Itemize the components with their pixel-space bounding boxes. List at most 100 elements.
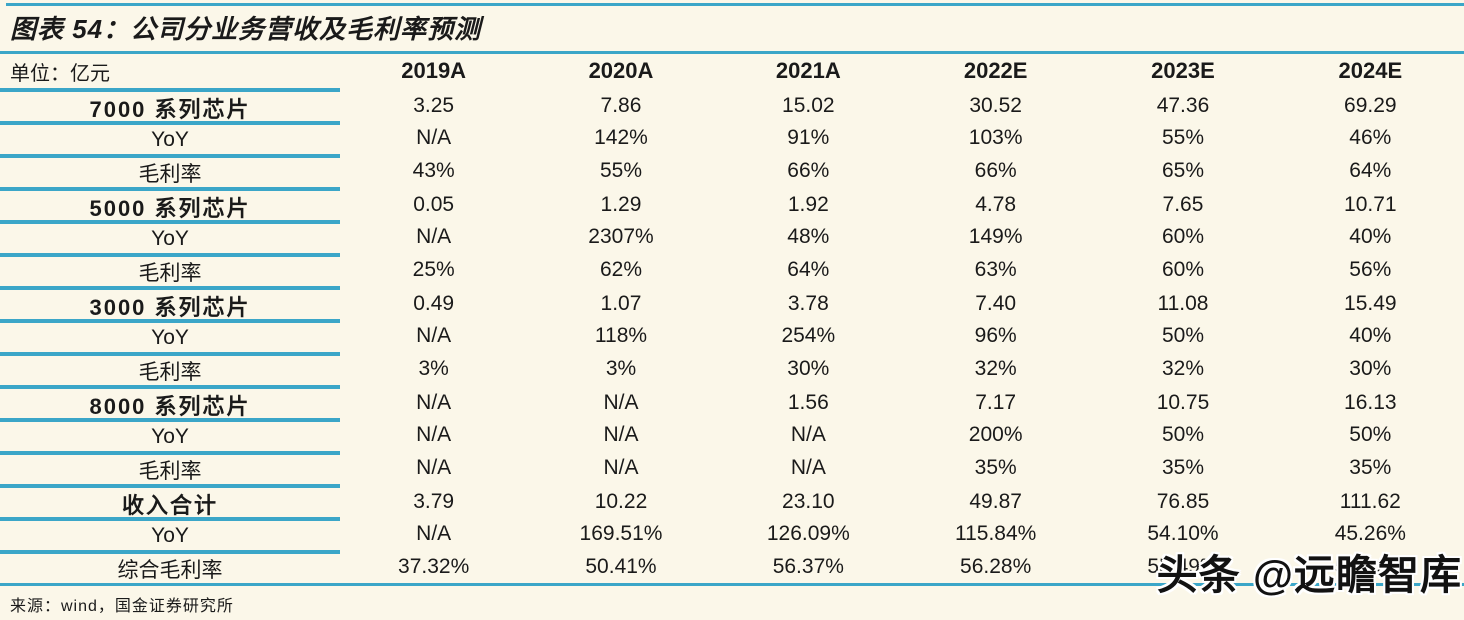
row-label: 3000 系列芯片 — [0, 286, 340, 322]
table-row: 毛利率 3% 3% 30% 32% 32% 30% — [0, 352, 1464, 385]
value-cell: 48% — [787, 224, 830, 248]
value-cell: 54.10% — [1147, 521, 1219, 545]
value-cell: 46% — [1349, 125, 1392, 149]
value-cell: 96% — [974, 323, 1017, 347]
value-cell: 11.08 — [1157, 292, 1209, 315]
unit-label: 单位：亿元 — [10, 62, 110, 85]
value-cell: 1.92 — [787, 193, 829, 216]
row-label: 毛利率 — [0, 352, 340, 386]
column-header: 2019A — [401, 58, 467, 83]
value-cell: 40% — [1349, 323, 1392, 347]
value-cell: N/A — [790, 422, 826, 446]
value-cell: N/A — [416, 521, 452, 545]
value-cell: 7.86 — [600, 94, 642, 117]
value-cell: 1.56 — [787, 391, 829, 414]
value-cell: 142% — [594, 125, 648, 149]
value-cell: 55.49% — [1147, 555, 1219, 578]
value-cell: 69.29 — [1344, 94, 1397, 117]
value-cell: 65% — [1161, 159, 1204, 182]
table-row: 3000 系列芯片 0.49 1.07 3.78 7.40 11.08 15.49 — [0, 286, 1464, 322]
value-cell: 30% — [787, 357, 830, 380]
row-label: 毛利率 — [0, 154, 340, 188]
value-cell: 54.12% — [1334, 555, 1406, 578]
table-row: 8000 系列芯片 N/A N/A 1.56 7.17 10.75 16.13 — [0, 385, 1464, 421]
value-cell: N/A — [416, 224, 452, 248]
value-cell: N/A — [603, 391, 639, 414]
value-cell: 32% — [974, 357, 1017, 380]
value-cell: 4.78 — [975, 193, 1017, 216]
value-cell: 56% — [1349, 258, 1392, 281]
value-cell: 50.41% — [585, 555, 657, 578]
value-cell: 35% — [1161, 456, 1204, 479]
value-cell: 50% — [1161, 422, 1204, 446]
value-cell: 66% — [974, 159, 1017, 182]
value-cell: 10.75 — [1156, 391, 1210, 414]
row-label: 毛利率 — [0, 253, 340, 287]
table-row: 毛利率 43% 55% 66% 66% 65% 64% — [0, 154, 1464, 187]
value-cell: N/A — [603, 456, 639, 479]
value-cell: 200% — [968, 422, 1023, 446]
value-cell: 7.65 — [1162, 193, 1204, 216]
row-label: 5000 系列芯片 — [0, 187, 340, 223]
value-cell: 55% — [1161, 125, 1204, 149]
forecast-table: 单位：亿元 2019A 2020A 2021A 2022E 2023E 2024E 7000 … — [0, 51, 1464, 586]
value-cell: 169.51% — [579, 521, 663, 545]
value-cell: 3% — [605, 357, 637, 380]
row-label: 收入合计 — [0, 484, 340, 520]
value-cell: 55% — [599, 159, 642, 182]
watermark: 头条 @远瞻智库 — [1156, 552, 1462, 598]
value-cell: N/A — [790, 456, 826, 479]
table-header-row: 单位：亿元 2019A 2020A 2021A 2022E 2023E 2024E — [0, 54, 1464, 88]
value-cell: 103% — [968, 125, 1023, 149]
value-cell: 43% — [412, 159, 455, 182]
value-cell: 16.13 — [1344, 391, 1397, 414]
value-cell: 149% — [968, 224, 1023, 248]
value-cell: 3.25 — [413, 94, 455, 117]
table-row: 5000 系列芯片 0.05 1.29 1.92 4.78 7.65 10.71 — [0, 187, 1464, 223]
value-cell: 32% — [1161, 357, 1204, 380]
value-cell: N/A — [416, 456, 452, 479]
column-header: 2023E — [1151, 58, 1215, 83]
value-cell: 3.78 — [787, 292, 829, 315]
value-cell: 10.71 — [1344, 193, 1397, 216]
row-label: 8000 系列芯片 — [0, 385, 340, 421]
value-cell: 7.17 — [975, 391, 1017, 414]
value-cell: 49.87 — [969, 490, 1022, 513]
value-cell: 30.52 — [969, 94, 1022, 117]
value-cell: 47.36 — [1156, 94, 1210, 117]
value-cell: 3% — [418, 357, 449, 380]
value-cell: N/A — [603, 422, 639, 446]
value-cell: N/A — [416, 422, 452, 446]
row-label: 毛利率 — [0, 451, 340, 485]
table-row: YoY N/A 2307% 48% 149% 60% 40% — [0, 220, 1464, 253]
table-row: 7000 系列芯片 3.25 7.86 15.02 30.52 47.36 69.29 — [0, 88, 1464, 122]
value-cell: 64% — [1349, 159, 1392, 182]
column-header: 2024E — [1338, 58, 1403, 83]
value-cell: 15.49 — [1344, 292, 1397, 315]
value-cell: 66% — [787, 159, 830, 182]
column-header: 2021A — [775, 58, 841, 83]
value-cell: 60% — [1161, 224, 1204, 248]
value-cell: 63% — [974, 258, 1017, 281]
value-cell: N/A — [416, 323, 452, 347]
table-row: 综合毛利率 37.32% 50.41% 56.37% 56.28% 55.49% 54.12… — [0, 550, 1464, 583]
value-cell: 76.85 — [1156, 490, 1210, 513]
value-cell: 15.02 — [782, 94, 835, 117]
value-cell: 126.09% — [766, 521, 850, 545]
table-row: 毛利率 25% 62% 64% 63% 60% 56% — [0, 253, 1464, 286]
value-cell: 2307% — [588, 224, 654, 248]
table-row: YoY N/A 142% 91% 103% 55% 46% — [0, 121, 1464, 154]
value-cell: 45.26% — [1334, 521, 1406, 545]
value-cell: 10.22 — [594, 490, 648, 513]
value-cell: N/A — [416, 391, 452, 414]
value-cell: 0.49 — [413, 292, 455, 315]
row-label: YoY — [0, 121, 340, 154]
value-cell: 91% — [787, 125, 830, 149]
value-cell: 50% — [1161, 323, 1204, 347]
value-cell: 118% — [594, 323, 648, 347]
value-cell: 35% — [974, 456, 1017, 479]
value-cell: 254% — [781, 323, 836, 347]
value-cell: 1.29 — [600, 193, 642, 216]
value-cell: 64% — [787, 258, 830, 281]
